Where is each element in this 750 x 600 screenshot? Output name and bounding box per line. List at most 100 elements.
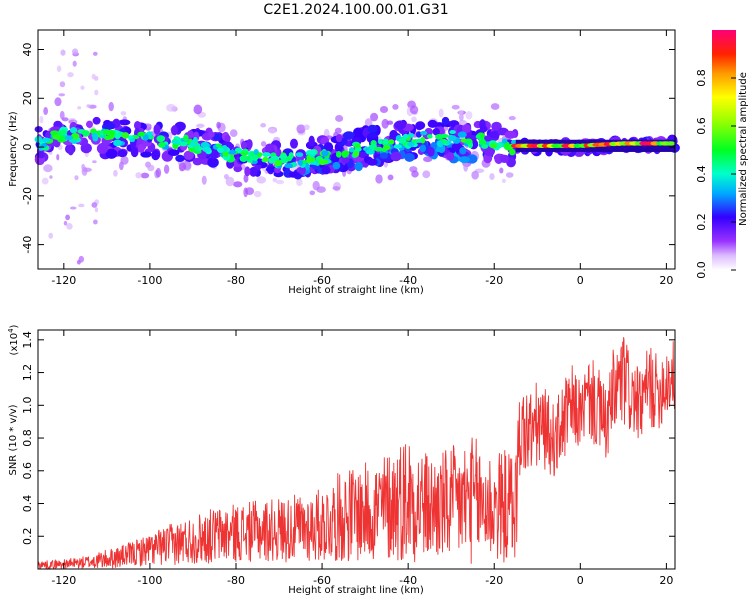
heatmap-cell — [158, 142, 166, 148]
heatmap-cell — [39, 115, 44, 124]
heatmap-cell — [66, 222, 73, 230]
heatmap-cell — [137, 131, 146, 137]
heatmap-cell — [381, 118, 389, 129]
colorbar-tick-label: 0.6 — [695, 117, 708, 135]
colorbar-ticks: 0.0 0.2 0.4 0.6 0.8 — [695, 69, 736, 279]
heatmap-cell — [80, 85, 85, 90]
heatmap-cell — [163, 164, 170, 174]
heatmap-cell — [432, 127, 441, 136]
heatmap-cell — [459, 146, 467, 155]
spectrogram-x-tick-label: -120 — [51, 274, 76, 287]
heatmap-cell — [465, 138, 472, 145]
spectrogram-frame — [37, 29, 676, 270]
heatmap-cell — [193, 104, 203, 115]
heatmap-cell — [59, 110, 65, 120]
colorbar-tick-label: 0.2 — [695, 213, 708, 231]
heatmap-cell — [81, 163, 85, 171]
heatmap-cell — [439, 133, 449, 139]
heatmap-cell — [449, 130, 456, 135]
heatmap-cell — [501, 138, 508, 144]
snr-y-ticks: 0.2 0.4 0.6 0.8 1.0 1.2 1.4 — [21, 331, 675, 545]
heatmap-cell — [92, 51, 98, 56]
heatmap-cell — [153, 124, 161, 135]
heatmap-cell — [91, 202, 98, 208]
heatmap-cell — [334, 127, 342, 134]
heatmap-cell — [192, 157, 203, 166]
snr-frame — [37, 329, 676, 570]
heatmap-cell — [332, 161, 341, 170]
heatmap-cell — [379, 105, 389, 114]
colorbar-label: Normalized spectral amplitude — [738, 72, 749, 226]
heatmap-cell — [63, 220, 68, 226]
heatmap-cell — [52, 134, 61, 140]
snr-x-tick-label: -100 — [137, 574, 162, 587]
heatmap-cell — [298, 166, 306, 175]
heatmap-cell — [407, 142, 415, 147]
heatmap-cell — [341, 156, 350, 164]
heatmap-cell — [335, 134, 343, 143]
heatmap-cell — [106, 129, 116, 137]
heatmap-cell — [105, 148, 118, 159]
heatmap-cell — [92, 160, 97, 164]
heatmap-cell — [166, 103, 176, 112]
heatmap-cell — [216, 121, 221, 129]
heatmap-cell — [284, 163, 293, 169]
heatmap-cell — [305, 158, 312, 164]
spectrogram-y-label: Frequency (Hz) — [8, 111, 19, 187]
heatmap-cell — [288, 171, 298, 178]
snr-y-multiplier: (x104) — [7, 324, 20, 355]
heatmap-cell — [387, 139, 395, 145]
heatmap-cell — [208, 157, 216, 165]
heatmap-cell — [56, 153, 60, 161]
heatmap-cell — [466, 154, 478, 164]
heatmap-cell — [411, 116, 417, 123]
heatmap-cell — [120, 111, 127, 116]
spectrogram-x-tick-label: -100 — [137, 274, 162, 287]
heatmap-cell — [192, 142, 201, 148]
heatmap-cell — [374, 146, 383, 152]
heatmap-cell — [202, 146, 212, 152]
snr-x-tick-label: 20 — [659, 574, 673, 587]
heatmap-cell — [183, 134, 189, 142]
heatmap-cell — [120, 155, 129, 165]
heatmap-cell — [387, 174, 394, 181]
heatmap-cell — [665, 141, 676, 146]
heatmap-cell — [74, 175, 79, 181]
heatmap-cell — [67, 72, 74, 78]
heatmap-cell — [296, 178, 303, 187]
heatmap-cell — [215, 143, 222, 148]
spectrogram-y-ticks: -40 -20 0 20 40 — [21, 43, 675, 254]
heatmap-cell — [461, 124, 472, 134]
heatmap-cell — [490, 103, 500, 110]
heatmap-cell — [289, 138, 299, 149]
heatmap-cell — [76, 259, 81, 265]
heatmap-cell — [370, 112, 379, 122]
heatmap-cell — [200, 141, 210, 149]
heatmap-cell — [377, 138, 384, 145]
heatmap-cell — [367, 158, 378, 166]
snr-y-tick-label: 1.4 — [21, 331, 34, 349]
heatmap-cell — [446, 152, 455, 161]
heatmap-cell — [479, 125, 488, 133]
heatmap-cell — [354, 161, 363, 172]
heatmap-cell — [348, 146, 355, 153]
heatmap-cell — [394, 120, 407, 130]
heatmap-cell — [147, 164, 155, 172]
heatmap-cell — [295, 152, 304, 158]
heatmap-cell — [382, 138, 389, 145]
heatmap-cell — [58, 93, 66, 97]
heatmap-cell — [296, 124, 306, 134]
heatmap-cell — [375, 174, 383, 184]
heatmap-cell — [268, 128, 276, 134]
heatmap-cell — [64, 135, 73, 141]
heatmap-cell — [113, 169, 118, 177]
heatmap-cell — [72, 48, 79, 55]
heatmap-cell — [54, 97, 62, 107]
heatmap-cell — [392, 104, 399, 110]
heatmap-cell — [208, 131, 215, 138]
heatmap-cell — [114, 132, 121, 140]
heatmap-cell — [365, 149, 375, 155]
heatmap-cell — [49, 175, 53, 179]
heatmap-cell — [422, 170, 431, 179]
